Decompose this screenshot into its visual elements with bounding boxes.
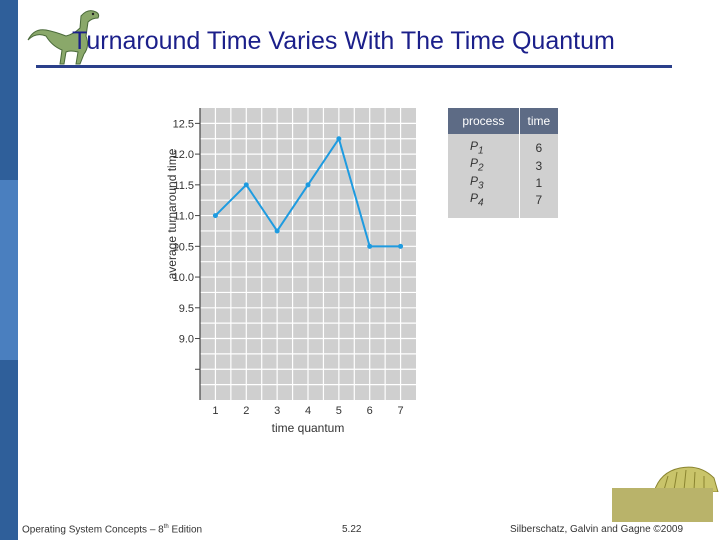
footer-book-title: Operating System Concepts – 8th Edition [22, 524, 203, 536]
chart-svg: 12.5 12.0 11.5 11.0 10.5 10.0 9.5 9.0 1 2 3 4 5 6 7 tim… [165, 108, 416, 435]
dinosaur-footer-icon [653, 466, 719, 492]
x-tick-label: 4 [305, 405, 311, 417]
y-tick-label: 10.0 [173, 272, 194, 284]
y-axis-label: average turnaround time [165, 148, 179, 279]
footer-logo-box [612, 488, 713, 522]
process-table: process time P1 6 P2 3 P3 1 P4 7 [448, 108, 558, 218]
table-header-process: process [448, 108, 520, 134]
dinosaur-logo-icon [27, 10, 100, 65]
y-tick-label: 12.0 [173, 149, 194, 161]
y-tick-label: 10.5 [173, 241, 194, 253]
footer-copyright: Silberschatz, Galvin and Gagne ©2009 [510, 524, 684, 535]
x-axis-label: time quantum [272, 421, 345, 435]
y-tick-label: 9.0 [179, 334, 194, 346]
x-tick-label: 3 [274, 405, 280, 417]
process-name: P1 [448, 134, 520, 158]
table-row: P3 1 [448, 174, 558, 193]
table-row: P2 3 [448, 157, 558, 175]
table-row: P4 7 [448, 192, 558, 218]
y-tick-label: 12.5 [173, 118, 194, 130]
data-point [243, 182, 249, 188]
x-tick-label: 7 [398, 405, 404, 417]
data-point [336, 136, 342, 142]
process-name: P3 [448, 174, 520, 193]
process-name: P2 [448, 157, 520, 175]
table-header-time: time [519, 108, 558, 134]
turnaround-chart: 12.5 12.0 11.5 11.0 10.5 10.0 9.5 9.0 1 2 3 4 5 6 7 tim… [160, 100, 560, 440]
x-tick-label: 6 [367, 405, 373, 417]
table-row: P1 6 [448, 134, 558, 158]
data-point [212, 213, 218, 219]
process-time: 7 [535, 193, 543, 208]
y-tick-label: 9.5 [179, 303, 194, 315]
left-accent-bar [0, 0, 18, 540]
y-tick-label: 11.0 [173, 211, 194, 223]
x-tick-label: 5 [336, 405, 342, 417]
x-tick-label: 1 [212, 405, 218, 417]
process-name: P4 [448, 192, 520, 218]
slide-title: Turnaround Time Varies With The Time Qua… [72, 27, 615, 55]
data-point [367, 243, 373, 249]
data-point [274, 228, 280, 234]
process-time: 6 [535, 141, 543, 156]
y-tick-label: 11.5 [173, 180, 194, 192]
left-accent-segment [0, 180, 18, 360]
data-point [305, 182, 311, 188]
footer-page-number: 5.22 [342, 524, 362, 535]
process-time: 3 [535, 158, 543, 173]
process-time: 1 [535, 175, 543, 190]
data-point [398, 243, 404, 249]
title-underline [36, 65, 672, 68]
x-tick-label: 2 [243, 405, 249, 417]
